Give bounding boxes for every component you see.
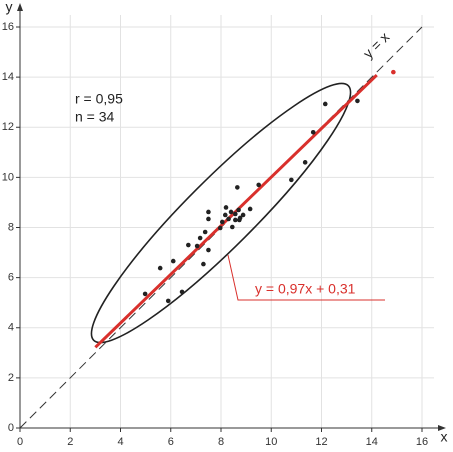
y-tick-label: 14: [2, 71, 14, 83]
data-point: [157, 265, 163, 271]
data-point: [226, 216, 231, 222]
y-tick-label: 2: [8, 372, 14, 384]
x-tick-label: 2: [67, 436, 73, 448]
data-point: [302, 160, 308, 165]
data-point: [240, 212, 246, 218]
data-point: [310, 129, 316, 135]
data-point: [236, 207, 241, 213]
data-point: [247, 206, 253, 212]
confidence-ellipse: [90, 82, 352, 344]
y-axis-arrow: [17, 3, 23, 11]
data-point: [233, 217, 238, 223]
y-tick-label: 10: [2, 171, 14, 183]
data-point: [228, 209, 234, 215]
data-point: [170, 258, 176, 264]
data-point: [206, 247, 211, 253]
y-tick-label: 4: [8, 322, 14, 334]
data-point: [355, 98, 360, 104]
y-tick-label: 6: [8, 272, 14, 284]
data-point: [201, 261, 206, 267]
data-point: [223, 205, 229, 210]
y-tick-label: 12: [2, 121, 14, 133]
highlight-point: [391, 69, 396, 75]
data-point: [233, 211, 238, 217]
label-leader: [227, 254, 385, 301]
data-point: [237, 215, 243, 221]
data-point: [179, 289, 185, 295]
data-point: [206, 209, 211, 215]
data-point: [256, 182, 261, 188]
x-tick-label: 10: [265, 436, 277, 448]
x-tick-label: 4: [117, 436, 123, 448]
data-point: [197, 235, 203, 241]
data-point: [142, 291, 148, 297]
identity-label: y = x: [360, 29, 393, 62]
y-tick-label: 8: [8, 221, 14, 233]
data-point: [165, 298, 171, 304]
data-point: [202, 229, 208, 235]
data-point: [186, 242, 191, 248]
x-tick-label: 12: [315, 436, 327, 448]
x-tick-label: 14: [366, 436, 378, 448]
x-axis-arrow: [438, 425, 446, 431]
y-tick-label: 0: [8, 422, 14, 434]
y-tick-label: 16: [2, 21, 14, 33]
stat-n: n = 34: [75, 109, 115, 125]
data-point: [222, 212, 228, 218]
y-axis-label: y: [6, 0, 13, 15]
data-point: [322, 101, 328, 107]
fit-label: y = 0,97x + 0,31: [255, 281, 356, 297]
x-tick-label: 16: [416, 436, 428, 448]
stat-r: r = 0,95: [75, 91, 123, 107]
data-point: [206, 216, 211, 222]
data-point: [219, 219, 225, 225]
x-axis-label: x: [441, 429, 448, 445]
data-point: [230, 224, 235, 230]
x-tick-label: 8: [218, 436, 224, 448]
fit-line: [94, 73, 378, 349]
x-tick-label: 6: [168, 436, 174, 448]
data-point: [194, 243, 200, 249]
data-point: [289, 177, 294, 183]
data-point: [235, 185, 240, 190]
x-tick-label: 0: [17, 436, 23, 448]
data-point: [217, 225, 223, 231]
